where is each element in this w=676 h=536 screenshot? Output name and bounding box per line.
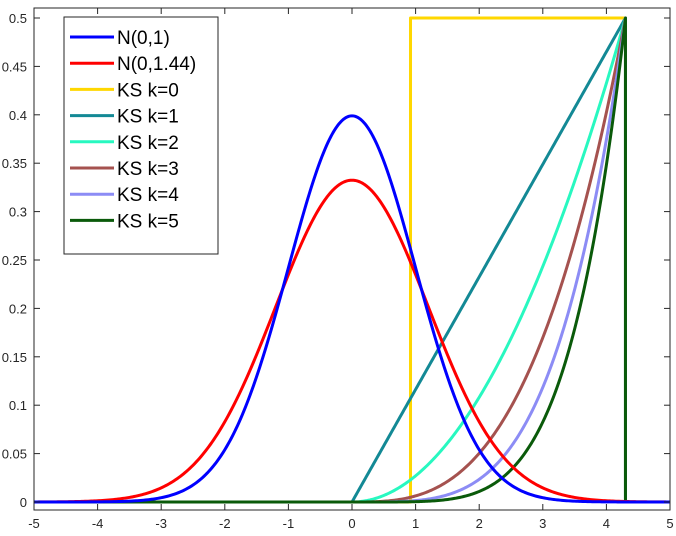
y-tick-label: 0 [20, 495, 27, 510]
legend-label: KS k=4 [117, 185, 179, 206]
series-line-n-0-1-44- [33, 178, 671, 504]
y-tick-label: 0.25 [2, 253, 27, 268]
series-line-ks-k-1 [34, 16, 670, 504]
series-line-n-0-1- [34, 114, 670, 504]
y-tick-label: 0.4 [9, 108, 27, 123]
legend-label: N(0,1.44) [117, 54, 196, 75]
y-tick-label: 0.3 [9, 205, 27, 220]
x-tick-label: -5 [28, 516, 40, 531]
legend-label: KS k=0 [117, 80, 179, 101]
legend-box [63, 16, 219, 255]
legend-label: KS k=3 [117, 159, 179, 180]
x-tick-label: 5 [666, 516, 673, 531]
x-tick-label: 0 [348, 516, 355, 531]
y-tick-label: 0.35 [2, 156, 27, 171]
legend-label: KS k=5 [117, 211, 179, 232]
y-tick-label: 0.1 [9, 398, 27, 413]
series-line-ks-k-5 [34, 16, 670, 504]
x-tick-label: -4 [92, 516, 104, 531]
legend-label: KS k=2 [117, 133, 179, 154]
legend: N(0,1) N(0,1.44) KS k=0 KS k=1 KS k=2 KS k=3 K… [63, 16, 219, 255]
series-line-ks-k-2 [34, 16, 670, 504]
y-tick-label: 0.05 [2, 447, 27, 462]
x-tick-label: 1 [412, 516, 419, 531]
y-tick-label: 0.15 [2, 350, 27, 365]
series-layer [33, 16, 671, 504]
ticks-layer: -5 -4 -3 -2 -1 0 1 2 3 4 5 0 0.05 0.1 0.15 0.2 0.25 0.3 0.… [2, 8, 674, 531]
y-tick-label: 0.5 [9, 11, 27, 26]
x-tick-label: -3 [155, 516, 167, 531]
y-tick-label: 0.2 [9, 301, 27, 316]
legend-label: KS k=1 [117, 107, 179, 128]
x-tick-label: -2 [219, 516, 231, 531]
x-tick-label: 4 [603, 516, 610, 531]
x-tick-label: -1 [283, 516, 295, 531]
x-tick-label: 3 [539, 516, 546, 531]
x-tick-label: 2 [476, 516, 483, 531]
legend-label: N(0,1) [117, 28, 170, 49]
y-tick-label: 0.45 [2, 59, 27, 74]
